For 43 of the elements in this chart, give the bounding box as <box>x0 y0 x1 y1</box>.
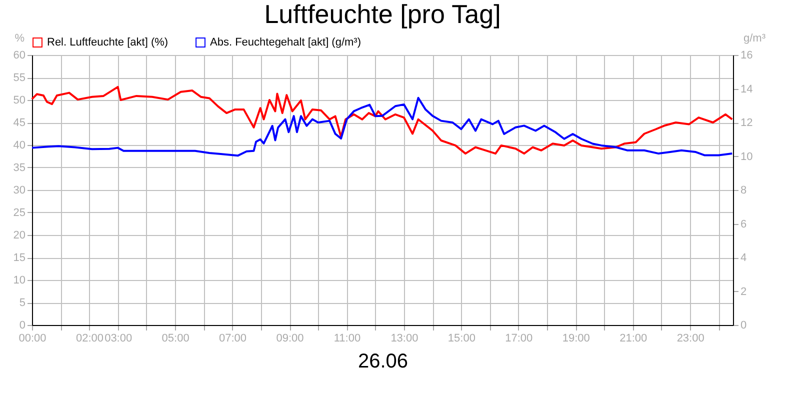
x-tick-label: 11:00 <box>334 332 361 344</box>
x-tick-label: 15:00 <box>448 332 476 344</box>
y-tick-label: 45 <box>13 117 26 129</box>
y2-tick-label: 0 <box>740 320 747 332</box>
y2-tick-label: 8 <box>740 184 747 196</box>
y-tick-label: 25 <box>13 207 26 219</box>
x-tick-label: 07:00 <box>219 332 247 344</box>
x-tick-label: 02:00 <box>76 332 104 344</box>
line-series <box>31 86 734 155</box>
y2-axis-title: g/m³ <box>744 32 766 44</box>
x-tick-label: 17:00 <box>505 332 533 344</box>
x-tick-label: 03:00 <box>104 332 132 344</box>
x-tick-label: 09:00 <box>276 332 304 344</box>
x-tick-label: 23:00 <box>676 332 704 344</box>
y-axis-title: % <box>14 32 25 44</box>
y-tick-label: 5 <box>19 297 26 309</box>
y-tick-label: 20 <box>13 230 26 242</box>
y2-tick-label: 4 <box>740 252 747 264</box>
y-tick-label: 55 <box>13 72 26 84</box>
x-tick-label: 05:00 <box>162 332 190 344</box>
y-tick-label: 15 <box>13 252 26 264</box>
y2-tick-label: 2 <box>740 286 747 298</box>
x-tick-label: 00:00 <box>18 332 46 344</box>
line-series <box>31 96 734 157</box>
y-tick-label: 10 <box>13 274 26 286</box>
legend-label: Rel. Luftfeuchte [akt] (%) <box>47 36 168 49</box>
y-tick-label: 35 <box>13 162 26 174</box>
y2-tick-label: 12 <box>740 117 753 129</box>
y2-tick-label: 6 <box>740 218 747 230</box>
y-tick-label: 0 <box>19 320 26 332</box>
y-tick-label: 60 <box>13 50 26 62</box>
chart-title: Luftfeuchte [pro Tag] <box>264 0 501 29</box>
x-tick-label: 19:00 <box>562 332 590 344</box>
y-tick-label: 50 <box>13 94 26 106</box>
y2-tick-label: 10 <box>740 150 753 163</box>
y-tick-label: 30 <box>13 184 26 196</box>
y2-tick-label: 14 <box>740 83 753 96</box>
legend-label: Abs. Feuchtegehalt [akt] (g/m³) <box>210 36 362 49</box>
x-axis-title: 26.06 <box>358 350 408 372</box>
y2-tick-label: 16 <box>740 50 753 62</box>
y-tick-label: 40 <box>13 140 26 152</box>
x-tick-label: 21:00 <box>620 332 648 344</box>
x-tick-label: 13:00 <box>390 332 418 344</box>
